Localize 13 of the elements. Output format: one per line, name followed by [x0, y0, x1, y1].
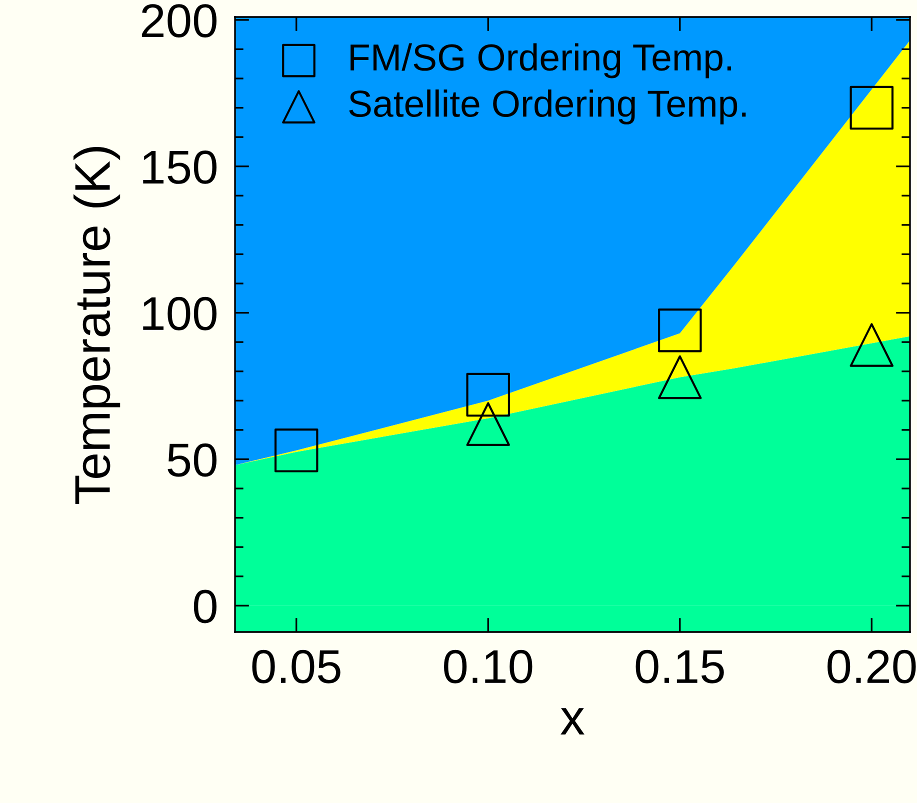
x-tick-label: 0.05 [252, 650, 340, 684]
x-tick-label: 0.15 [636, 650, 724, 684]
y-tick-label: 100 [143, 296, 216, 330]
legend-label: Satellite Ordering Temp. [349, 89, 746, 124]
y-axis-title: Temperature (K) [74, 146, 120, 504]
y-tick-label: 200 [142, 4, 216, 38]
x-tick-label: 0.10 [444, 650, 532, 684]
y-tick-label: 0 [194, 590, 216, 624]
x-axis-title: x [560, 708, 584, 734]
x-tick-label: 0.20 [828, 650, 916, 684]
y-tick-label: 150 [143, 150, 216, 184]
y-tick-label: 50 [168, 443, 216, 477]
legend-label: FM/SG Ordering Temp. [350, 43, 732, 78]
